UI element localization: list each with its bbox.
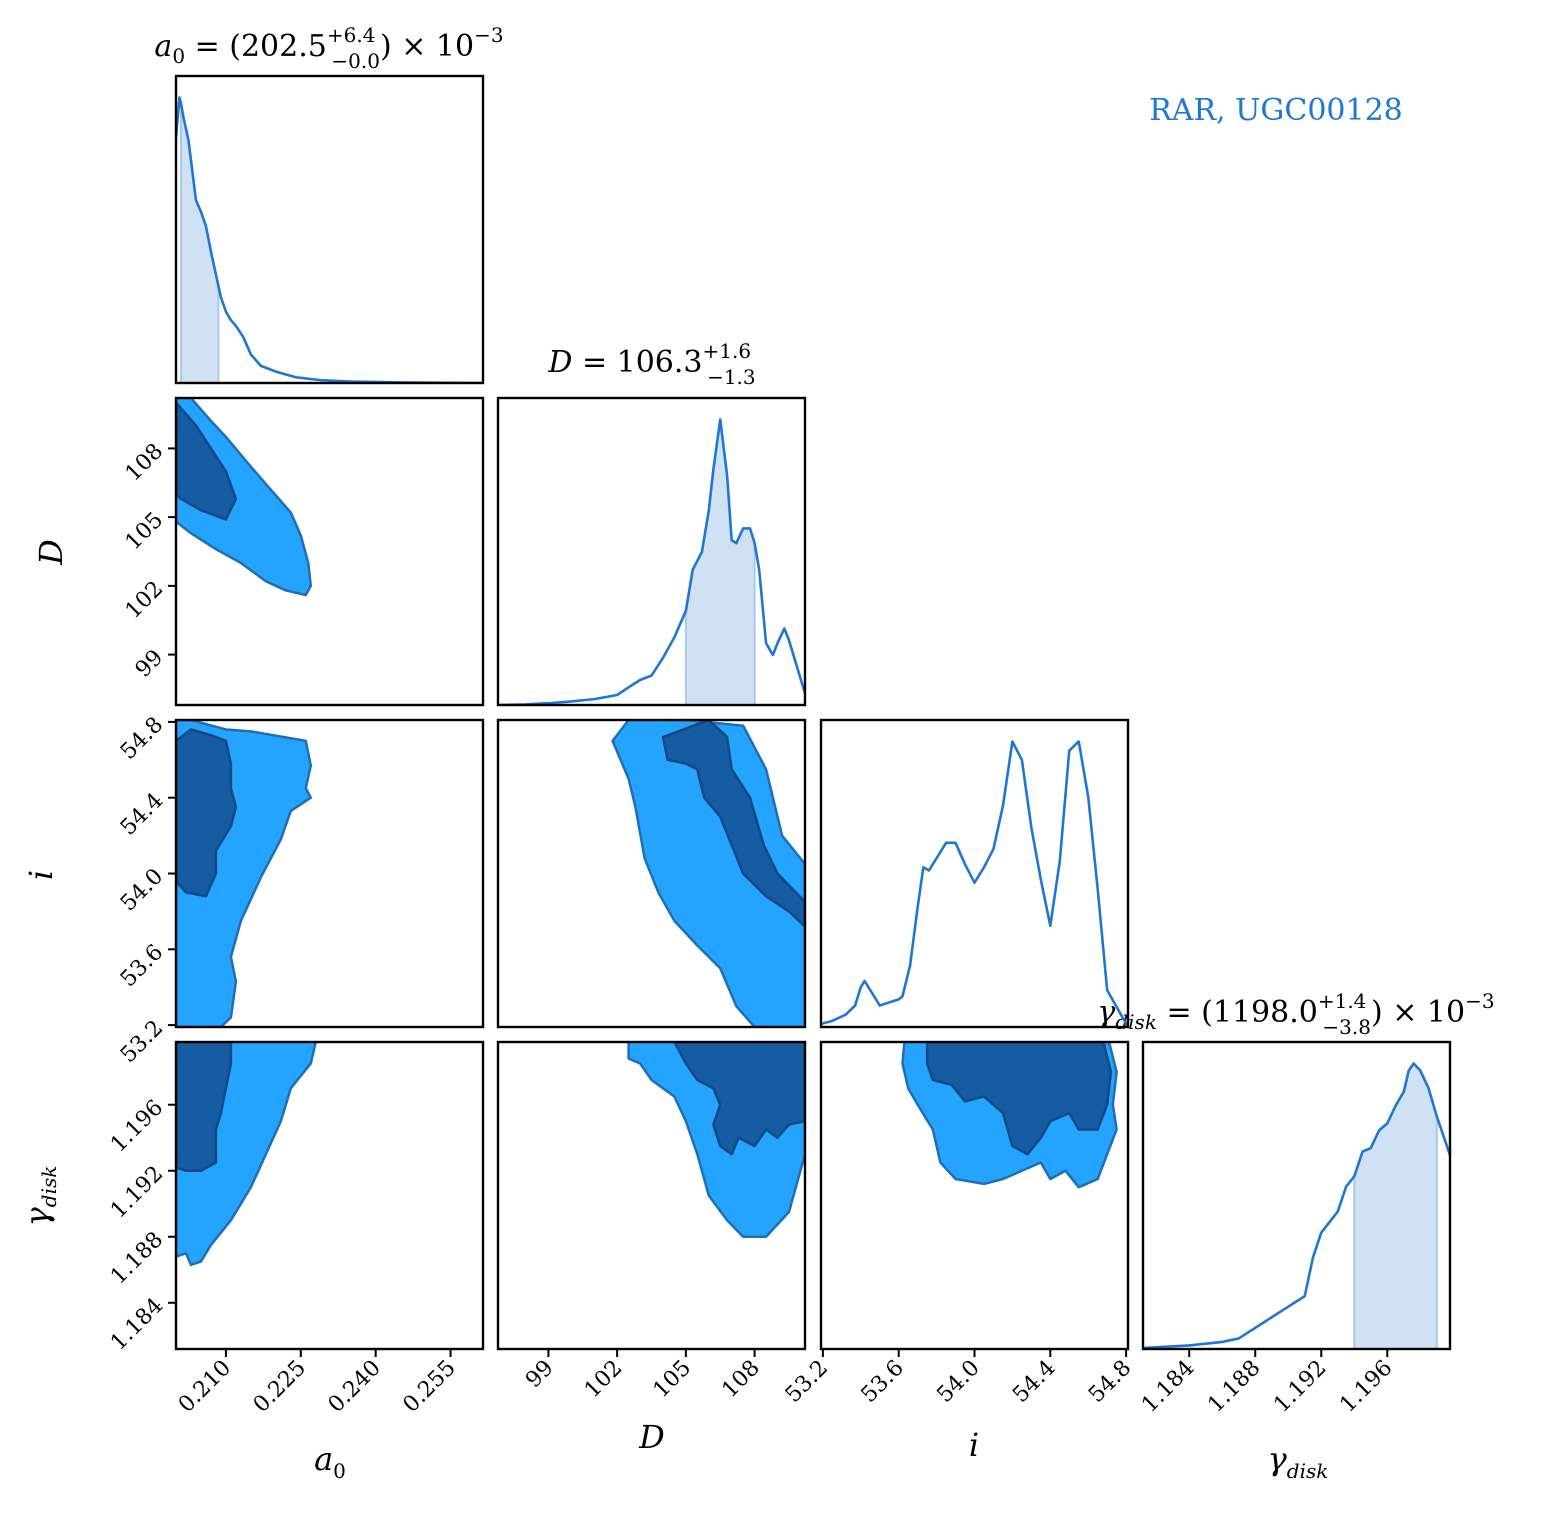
- credible-interval-a0: [179, 103, 220, 383]
- ylabel-gamma-disk: γdisk: [18, 1166, 61, 1227]
- xtick-label-gamma-1.196: 1.196: [1335, 1356, 1397, 1418]
- xlabel-D: D: [638, 1418, 665, 1456]
- contour-outer-i_vs_D: [611, 720, 805, 1027]
- marginal-curve-D: [498, 418, 805, 705]
- contour-inner-i_vs_a0: [176, 728, 238, 898]
- xtick-label-D-108: 108: [717, 1356, 764, 1403]
- marginal-i: [821, 740, 1128, 1027]
- contour-panel-gamma_vs_i: [901, 1042, 1118, 1189]
- contour-inner-i_vs_D: [661, 720, 805, 928]
- panel-frame-3-3: [1141, 1040, 1452, 1351]
- contour-inner-gamma_vs_a0: [176, 1042, 233, 1172]
- xtick-label-gamma-1.192: 1.192: [1269, 1356, 1331, 1418]
- panel-frame-1-1: [496, 396, 807, 707]
- xtick-label-i-53.6: 53.6: [857, 1356, 909, 1408]
- panel-frame-3-0: [174, 1040, 485, 1351]
- ytick-label-gamma-1.192: 1.192: [106, 1161, 168, 1223]
- contour-inner-D_vs_a0: [176, 401, 238, 521]
- title-a0: a0 = (202.5+6.4 −0.0) × 10−3: [154, 23, 503, 73]
- xtick-label-a0-0.210: 0.210: [174, 1356, 236, 1418]
- panel-frame-3-1: [496, 1040, 807, 1351]
- contour-inner-gamma_vs_i: [925, 1042, 1113, 1156]
- xtick-label-D-102: 102: [580, 1356, 627, 1403]
- xlabel-i: i: [969, 1426, 979, 1464]
- xtick-label-gamma-1.184: 1.184: [1137, 1356, 1199, 1418]
- ylabel-D: D: [32, 539, 70, 566]
- marginal-gamma: [1143, 1061, 1450, 1349]
- legend-text: RAR, UGC00128: [1149, 93, 1403, 128]
- marginal-curve-gamma: [1143, 1062, 1450, 1349]
- title-gamma-disk: γdisk = (1198.0+1.4 −3.8) × 10−3: [1097, 989, 1494, 1039]
- xtick-label-i-54.8: 54.8: [1084, 1356, 1136, 1408]
- contour-panel-i_vs_a0: [176, 720, 313, 1027]
- contour-panel-D_vs_a0: [176, 398, 313, 597]
- xtick-label-D-105: 105: [649, 1356, 696, 1403]
- marginal-a0: [176, 96, 483, 383]
- xtick-label-D-99: 99: [521, 1356, 558, 1393]
- xlabel-a0: a0: [314, 1440, 346, 1483]
- contour-panel-gamma_vs_a0: [176, 1042, 318, 1267]
- xtick-label-gamma-1.188: 1.188: [1203, 1356, 1265, 1418]
- xlabel-gamma-disk: γdisk: [1268, 1440, 1329, 1483]
- ytick-label-i-54.4: 54.4: [116, 788, 168, 840]
- ytick-label-i-54.0: 54.0: [116, 864, 168, 916]
- ytick-label-gamma-1.184: 1.184: [106, 1293, 168, 1355]
- ytick-label-i-53.6: 53.6: [116, 940, 168, 992]
- ytick-label-D-99: 99: [131, 645, 168, 682]
- marginal-D: [498, 418, 805, 705]
- xtick-label-a0-0.255: 0.255: [399, 1356, 461, 1418]
- xtick-label-i-54.0: 54.0: [932, 1356, 984, 1408]
- contour-panel-gamma_vs_D: [627, 1042, 805, 1239]
- marginal-curve-a0: [176, 96, 483, 383]
- xtick-label-a0-0.225: 0.225: [249, 1356, 311, 1418]
- xtick-label-a0-0.240: 0.240: [324, 1356, 386, 1418]
- panel-frame-2-1: [496, 718, 807, 1029]
- panel-frame-1-0: [174, 396, 485, 707]
- ytick-label-D-105: 105: [121, 508, 168, 555]
- panel-frame-2-2: [819, 718, 1130, 1029]
- ytick-label-i-54.8: 54.8: [116, 712, 168, 764]
- contour-inner-gamma_vs_D: [673, 1042, 805, 1156]
- ytick-label-D-102: 102: [121, 576, 168, 623]
- ytick-label-gamma-1.188: 1.188: [106, 1227, 168, 1289]
- ytick-label-i-53.2: 53.2: [116, 1016, 168, 1068]
- ytick-label-D-108: 108: [121, 439, 168, 486]
- xtick-label-i-53.2: 53.2: [781, 1356, 833, 1408]
- ytick-label-gamma-1.196: 1.196: [106, 1095, 168, 1157]
- marginal-curve-i: [821, 740, 1128, 1027]
- ylabel-i: i: [22, 870, 60, 880]
- title-D: D = 106.3+1.6 −1.3: [547, 339, 755, 389]
- panel-frame-0-0: [174, 74, 485, 385]
- contour-panel-i_vs_D: [611, 720, 805, 1027]
- xtick-label-i-54.4: 54.4: [1008, 1356, 1060, 1408]
